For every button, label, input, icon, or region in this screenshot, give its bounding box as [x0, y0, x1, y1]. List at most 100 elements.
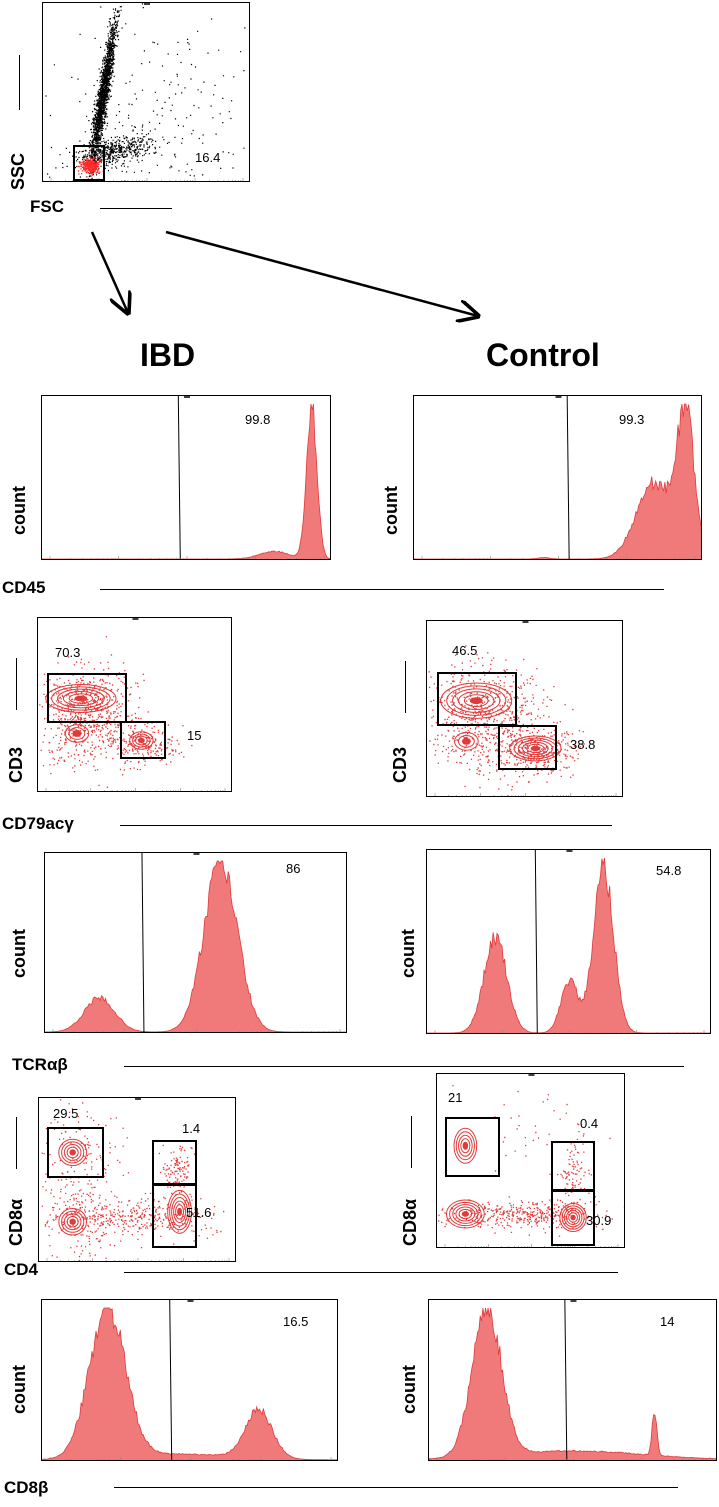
gating-x-rule	[100, 208, 172, 209]
cd3-contour-control-canvas	[428, 621, 617, 796]
cd8-control-population-1-contour-2	[458, 1208, 473, 1220]
cd3-ibd-population-1-contour-2	[135, 735, 148, 746]
gating-x-label: FSC	[30, 197, 64, 216]
cd8b-control-y-label: count	[399, 1365, 419, 1414]
cd3-ibd-gate-b-cells	[120, 721, 166, 759]
cd8b-x-label: CD8β	[4, 1478, 49, 1497]
cd8b-control-distribution	[429, 1307, 716, 1460]
cd8-control-population-2-contour-5	[561, 1205, 585, 1230]
cd45-histogram-control-canvas	[414, 396, 701, 559]
cd8-ibd-gate-value-3: 51.6	[186, 1205, 212, 1220]
cd8b-control-gate-line	[564, 1300, 568, 1460]
cd8-control-population-0-contour-3	[458, 1134, 473, 1157]
cd8-ibd-y-label: CD8α	[6, 1198, 26, 1246]
tcrab-ibd-gate-line	[141, 853, 145, 1032]
tcrab-histogram-ibd-canvas	[45, 853, 346, 1032]
cd3-control-population-0-contour-5	[446, 685, 507, 716]
cd8-control-x-ticks	[444, 1244, 619, 1247]
cd3-x-label: CD79acγ	[2, 814, 74, 833]
cd8-control-population-1-contour-6	[445, 1199, 485, 1229]
cd3-ibd-population-1-contour-4	[129, 731, 154, 750]
cd8b-control-x-ticks	[436, 1457, 711, 1460]
cd3-control-y-rule	[405, 661, 406, 713]
cd8-control-population-2-contour-6	[559, 1203, 587, 1232]
cd8-ibd-x-ticks	[46, 1258, 230, 1261]
cd8-control-gate-value-3: 30.9	[586, 1213, 612, 1228]
gating-scatter-plot: 16.4	[42, 2, 250, 182]
cd8-control-gate-cd8	[445, 1117, 500, 1177]
tcrab-x-label: TCRαβ	[12, 1055, 68, 1074]
gating-events	[45, 3, 246, 181]
cd3-ibd-population-2-contour-2	[68, 727, 86, 740]
cd3-ibd-population-0-contour-3	[62, 691, 99, 706]
cd8-control-population-0-contour-2	[460, 1138, 471, 1154]
cd8-ibd-population-0-contour-4	[61, 1141, 85, 1164]
cd8-control-population-2-contour-3	[565, 1210, 581, 1225]
arrow-to-control	[165, 230, 478, 316]
cd8-ibd-population-0-contour-1	[69, 1149, 76, 1156]
cd45-control-y-label: count	[381, 486, 401, 535]
cd3-ibd-gate-value-1: 70.3	[55, 645, 81, 660]
cd3-control-population-1-contour-3	[522, 741, 549, 756]
tcrab-ibd-x-ticks	[52, 1029, 341, 1032]
cd3-contour-ibd-canvas	[39, 618, 226, 791]
cd3-ibd-x-ticks	[45, 788, 226, 791]
cd45-control-x-ticks	[421, 556, 696, 559]
cd8-control-population-1-contour-1	[461, 1211, 470, 1217]
cd3-ibd-population-0-contour-4	[57, 688, 105, 709]
cd8-ibd-population-1-contour-1	[69, 1218, 76, 1225]
cd8b-ibd-gate-line	[169, 1300, 173, 1460]
cd8-ibd-gate-cd4	[152, 1184, 197, 1248]
lymphocyte-gate	[73, 145, 105, 181]
cd8-control-y-rule	[411, 1116, 412, 1168]
cd3-control-population-2-contour-2	[458, 734, 475, 748]
cd8-control-population-2-contour-2	[568, 1212, 578, 1223]
cd8-ibd-population-1-contour-3	[63, 1213, 82, 1231]
cd8-control-gate-double	[551, 1141, 595, 1191]
cd45-control-gate-line	[566, 396, 570, 559]
cd3-contour-control: 46.5 38.8	[426, 620, 623, 797]
cd3-control-population-0-contour-6	[440, 682, 513, 719]
cd8-ibd-gate-value-1: 29.5	[53, 1106, 79, 1121]
cd8-x-label: CD4	[4, 1260, 39, 1279]
cd3-ibd-population-2-contour-3	[64, 724, 90, 743]
cd45-histogram-ibd-canvas	[42, 396, 330, 559]
cd3-control-population-1-contour-1	[530, 745, 541, 752]
cd3-control-population-0-contour-2	[463, 694, 489, 708]
cd45-control-gate-value: 99.3	[619, 412, 645, 427]
tcrab-control-gate-line	[534, 850, 538, 1033]
cd45-ibd-x-ticks	[49, 556, 325, 559]
cd8-control-population-2-contour-1	[570, 1214, 576, 1221]
cd8-ibd-gate-double	[152, 1140, 197, 1185]
cd8a-contour-ibd: 29.5 1.4 51.6	[38, 1097, 236, 1262]
cd3-control-gate-t-cells	[437, 672, 517, 726]
cd8-ibd-population-1-contour-5	[58, 1208, 88, 1236]
cd8-ibd-population-0-contour-2	[66, 1146, 79, 1159]
cd8-control-population-1-contour-3	[455, 1206, 476, 1222]
tcrab-ibd-distribution	[45, 860, 346, 1032]
cd8-ibd-population-2-contour-3	[173, 1200, 187, 1224]
cd3-control-population-0-contour-1	[469, 697, 483, 705]
cd3-ibd-events	[39, 636, 193, 788]
cd8-ibd-population-1-contour-4	[61, 1210, 85, 1233]
cd8b-ibd-x-ticks	[49, 1457, 332, 1460]
gating-scatter-canvas	[45, 3, 246, 181]
cd8-control-population-0-contour-4	[455, 1131, 475, 1161]
cd8b-ibd-y-label: count	[9, 1365, 29, 1414]
tcrab-control-gate-value: 54.8	[656, 863, 682, 878]
cd8-ibd-gate-cd8	[47, 1127, 104, 1178]
cd8b-histogram-ibd-canvas	[42, 1300, 337, 1460]
cd3-control-y-label: CD3	[390, 746, 410, 783]
cd45-control-distribution	[414, 403, 701, 559]
cd8-ibd-population-2-contour-5	[169, 1193, 190, 1231]
cd45-histogram-control: 99.3	[413, 395, 702, 560]
cd3-ibd-population-1-contour-1	[137, 737, 145, 744]
cd8-ibd-population-2-contour-2	[175, 1204, 185, 1220]
cd8-ibd-y-rule	[16, 1117, 17, 1169]
cd8-control-population-1-contour-4	[452, 1204, 479, 1224]
cd3-control-gate-b-cells	[498, 725, 557, 770]
cd3-control-population-1-contour-2	[526, 743, 545, 754]
cd45-ibd-y-label: count	[9, 486, 29, 535]
cd3-control-population-0-contour-3	[458, 691, 495, 711]
group-title-ibd: IBD	[140, 337, 196, 373]
